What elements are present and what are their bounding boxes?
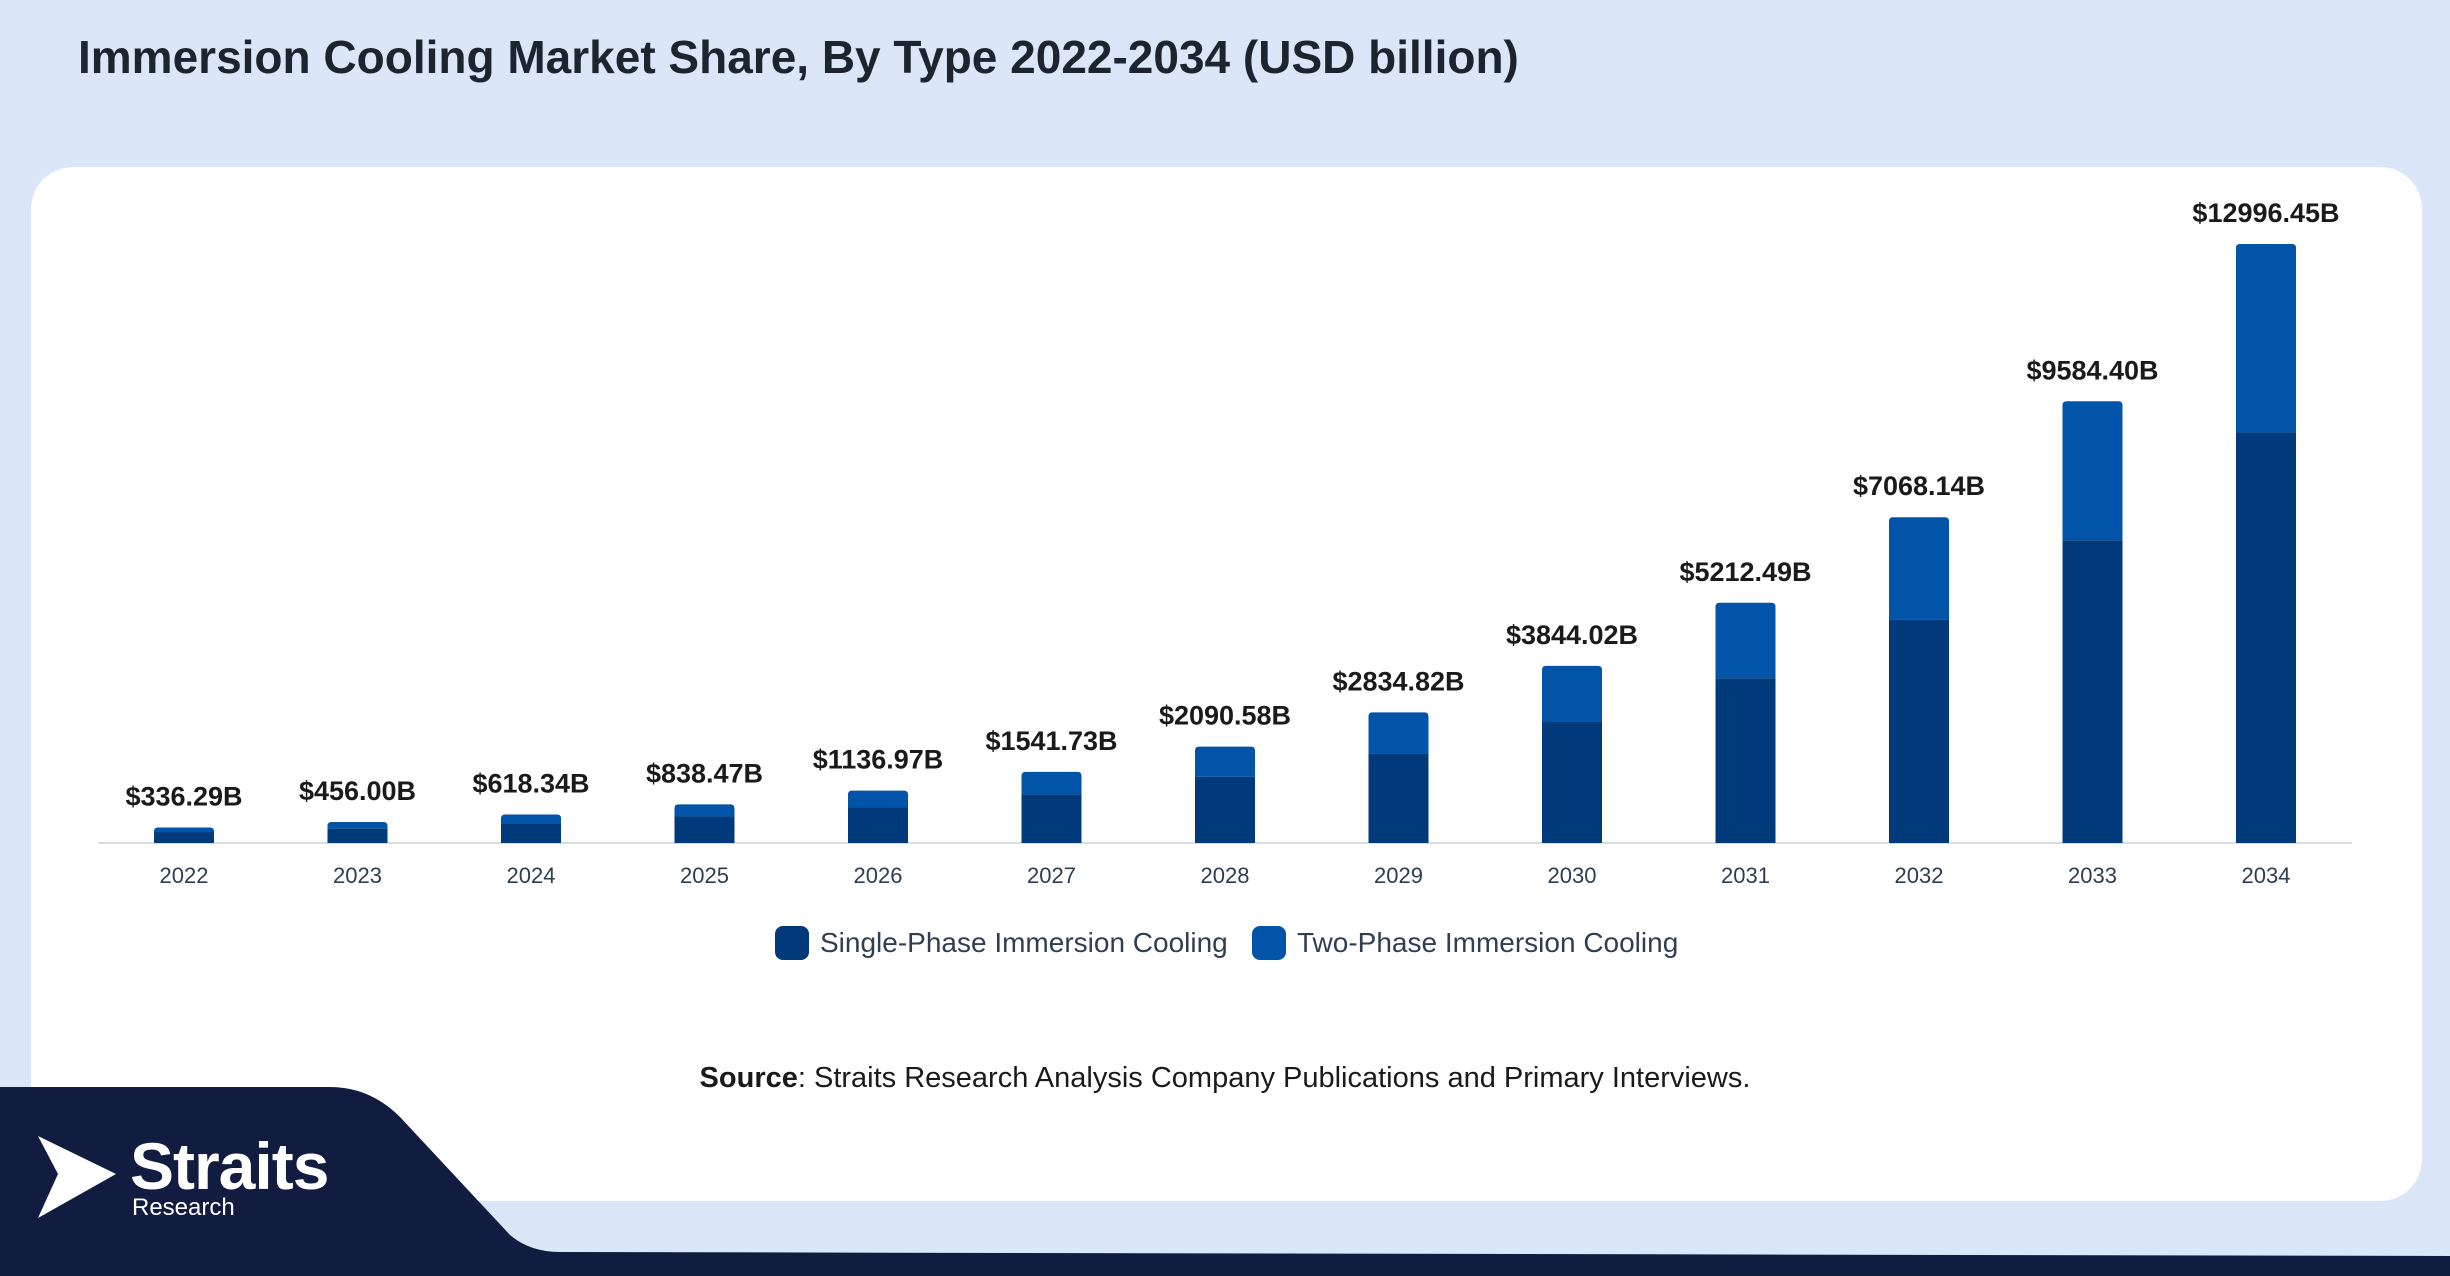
bar-single-phase-2031 [1715, 678, 1776, 843]
bar-single-phase-2025 [674, 816, 735, 843]
bar-single-phase-2026 [848, 807, 908, 843]
bar-total-label-2034: $12996.45B [2192, 198, 2339, 228]
bar-single-phase-2028 [1195, 776, 1255, 843]
legend-swatch-single-phase [775, 926, 809, 960]
bar-single-phase-2034 [2236, 432, 2296, 843]
x-tick-label-2022: 2022 [160, 863, 209, 888]
bar-total-label-2033: $9584.40B [2026, 355, 2158, 385]
x-tick-label-2030: 2030 [1548, 863, 1597, 888]
x-tick-label-2031: 2031 [1721, 863, 1770, 888]
bar-single-phase-2022 [154, 832, 214, 843]
bar-total-label-2029: $2834.82B [1332, 666, 1464, 696]
x-tick-label-2032: 2032 [1895, 863, 1944, 888]
bar-total-label-2028: $2090.58B [1159, 701, 1291, 731]
bar-total-label-2025: $838.47B [646, 758, 763, 788]
bar-two-phase-2026 [848, 790, 908, 808]
bar-two-phase-2030 [1542, 665, 1602, 722]
source-label: Source [699, 1062, 798, 1094]
bar-two-phase-2024 [501, 814, 561, 824]
bar-two-phase-2032 [1889, 517, 1949, 620]
bar-two-phase-2027 [1021, 771, 1082, 795]
bar-total-label-2030: $3844.02B [1506, 620, 1638, 650]
logo-name: Straits [130, 1129, 329, 1203]
bar-two-phase-2029 [1368, 712, 1429, 754]
bar-total-label-2032: $7068.14B [1853, 471, 1985, 501]
bar-single-phase-2030 [1542, 721, 1602, 843]
bar-single-phase-2029 [1368, 753, 1429, 843]
bar-single-phase-2027 [1021, 794, 1082, 843]
bar-two-phase-2033 [2062, 401, 2123, 541]
x-tick-label-2026: 2026 [854, 863, 903, 888]
x-tick-label-2025: 2025 [680, 863, 729, 888]
bar-total-label-2022: $336.29B [125, 782, 242, 812]
bar-two-phase-2034 [2236, 244, 2296, 433]
x-tick-label-2027: 2027 [1027, 863, 1076, 888]
x-tick-label-2023: 2023 [333, 863, 382, 888]
x-tick-label-2028: 2028 [1201, 863, 1250, 888]
legend-swatch-two-phase [1252, 926, 1286, 960]
legend-label-two-phase: Two-Phase Immersion Cooling [1297, 927, 1678, 958]
source-text: : Straits Research Analysis Company Publ… [797, 1062, 1751, 1094]
bar-single-phase-2024 [501, 823, 561, 843]
bar-two-phase-2022 [154, 827, 214, 833]
x-tick-label-2024: 2024 [507, 863, 556, 888]
bar-single-phase-2032 [1889, 619, 1949, 843]
bar-total-label-2027: $1541.73B [985, 726, 1117, 756]
bar-two-phase-2025 [674, 804, 735, 817]
bar-total-label-2023: $456.00B [299, 776, 416, 806]
x-tick-label-2034: 2034 [2242, 863, 2291, 888]
page-title: Immersion Cooling Market Share, By Type … [78, 31, 1519, 83]
logo-arrow-icon [38, 1136, 116, 1218]
bar-two-phase-2031 [1715, 602, 1776, 679]
bar-two-phase-2023 [327, 821, 388, 829]
bar-single-phase-2033 [2062, 540, 2123, 843]
bar-two-phase-2028 [1195, 746, 1255, 777]
bar-total-label-2024: $618.34B [472, 769, 589, 799]
bar-single-phase-2023 [327, 828, 388, 843]
bar-total-label-2031: $5212.49B [1679, 557, 1811, 587]
logo-sub: Research [132, 1194, 235, 1221]
bar-total-label-2026: $1136.97B [813, 745, 944, 775]
legend-label-single-phase: Single-Phase Immersion Cooling [820, 927, 1228, 958]
legend: Single-Phase Immersion Cooling Two-Phase… [775, 926, 1678, 960]
x-tick-label-2033: 2033 [2068, 863, 2117, 888]
source-note: Source: Straits Research Analysis Compan… [0, 1062, 2450, 1095]
straits-research-logo: Straits Research [36, 1128, 356, 1228]
chart-card [31, 167, 2422, 1201]
x-tick-label-2029: 2029 [1374, 863, 1423, 888]
